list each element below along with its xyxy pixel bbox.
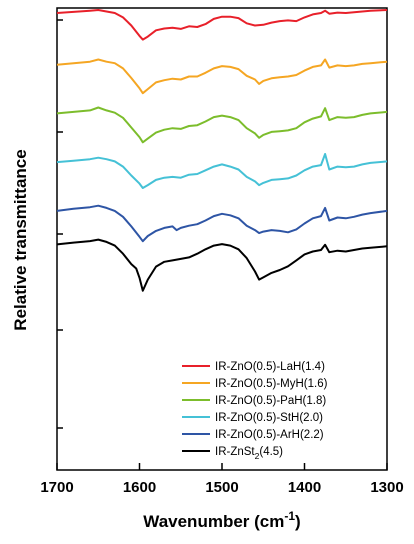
legend-label-main-5: IR-ZnSt [215,446,255,458]
series-line-3 [56,153,388,189]
x-tick-label-1700: 1700 [40,479,73,496]
y-axis-title: Relative transmittance [11,149,30,330]
series-line-2 [56,106,388,144]
legend-label-tail-5: (4.5) [259,446,283,458]
series-line-4 [56,204,388,243]
x-tick-label-1600: 1600 [123,479,156,496]
legend-label-sub-5: 2 [255,451,260,461]
series-line-0 [56,9,388,41]
x-ticks: 1700 1600 1500 1400 1300 [40,463,404,496]
x-axis-title-main: Wavenumber (cm [143,512,284,531]
legend-label-0: IR-ZnO(0.5)-LaH(1.4) [215,361,325,373]
legend-label-1: IR-ZnO(0.5)-MyH(1.6) [215,378,328,390]
legend-label-main-1: IR-ZnO(0.5)-MyH(1.6) [215,378,328,390]
legend-label-main-3: IR-ZnO(0.5)-StH(2.0) [215,412,323,424]
legend-label-5: IR-ZnSt2(4.5) [215,446,283,461]
series-lines [56,9,388,292]
legend-label-2: IR-ZnO(0.5)-PaH(1.8) [215,395,326,407]
x-tick-label-1500: 1500 [205,479,238,496]
x-tick-label-1400: 1400 [288,479,321,496]
legend-label-main-2: IR-ZnO(0.5)-PaH(1.8) [215,395,326,407]
x-axis-title-close: ) [295,512,301,531]
legend-label-main-0: IR-ZnO(0.5)-LaH(1.4) [215,361,325,373]
legend-label-4: IR-ZnO(0.5)-ArH(2.2) [215,429,324,441]
legend-label-main-4: IR-ZnO(0.5)-ArH(2.2) [215,429,324,441]
series-line-5 [56,238,388,292]
legend: IR-ZnO(0.5)-LaH(1.4) IR-ZnO(0.5)-MyH(1.6)… [182,361,328,461]
x-axis-title-sup: -1 [284,509,295,523]
y-ticks [57,19,63,429]
series-line-1 [56,58,388,95]
legend-label-3: IR-ZnO(0.5)-StH(2.0) [215,412,323,424]
x-axis-title: Wavenumber (cm-1) [143,509,300,531]
x-tick-label-1300: 1300 [370,479,403,496]
